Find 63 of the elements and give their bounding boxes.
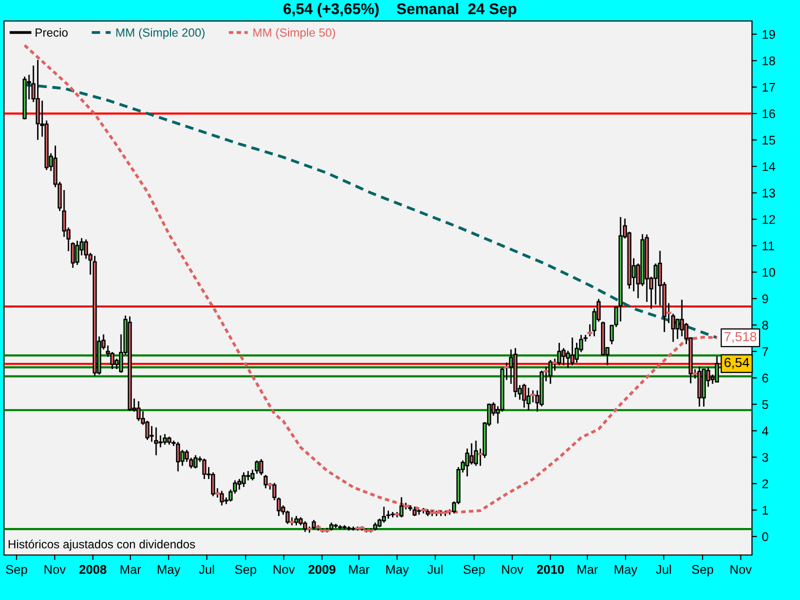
candlestick xyxy=(465,448,470,476)
x-tick-label: Sep xyxy=(6,565,28,576)
line-series xyxy=(23,44,718,514)
y-tick-label: 5 xyxy=(762,400,768,409)
y-tick-label: 14 xyxy=(762,162,776,171)
candlestick xyxy=(202,458,206,480)
x-tick-label: Mar xyxy=(349,565,370,574)
candlestick xyxy=(399,497,404,518)
candlestick xyxy=(386,510,390,519)
y-tick-label: 6 xyxy=(762,374,768,383)
x-tick-label: Mar xyxy=(120,565,141,574)
y-tick-label: 12 xyxy=(762,215,775,224)
candlestick xyxy=(242,472,246,487)
y-tick-label: 18 xyxy=(762,56,776,66)
x-tick-label: May xyxy=(614,565,638,576)
x-tick-label: 2010 xyxy=(536,565,564,574)
annotation: Históricos ajustados con dividendos xyxy=(8,540,195,551)
x-tick-label: Nov xyxy=(274,565,295,574)
legend-label: MM (Simple 200) xyxy=(116,28,205,40)
x-tick-label: Sep xyxy=(235,565,256,576)
candlestick xyxy=(675,318,680,339)
y-tick-label: 9 xyxy=(762,294,768,304)
annotation: 7,518 xyxy=(724,332,756,343)
x-tick-label: Sep xyxy=(692,565,714,576)
x-tick-label: Sep xyxy=(464,565,485,576)
candlestick xyxy=(158,435,163,448)
y-tick-label: 7 xyxy=(762,347,768,356)
x-tick-label: Jul xyxy=(656,564,671,574)
x-tick-label: 2008 xyxy=(79,565,106,574)
legend-label: Precio xyxy=(36,28,68,37)
y-tick-label: 1 xyxy=(762,506,768,515)
candlestick xyxy=(548,360,552,384)
candlestick xyxy=(382,506,386,523)
candlestick xyxy=(259,459,264,476)
x-tick-label: Nov xyxy=(502,565,524,574)
y-tick-label: 0 xyxy=(762,532,768,542)
y-tick-label: 2 xyxy=(762,479,768,488)
y-tick-label: 16 xyxy=(762,109,776,118)
x-tick-label: Jul xyxy=(427,564,442,574)
y-tick-label: 19 xyxy=(762,30,776,39)
y-tick-label: 15 xyxy=(762,136,776,145)
y-tick-label: 4 xyxy=(762,426,768,436)
candlestick xyxy=(110,352,114,370)
x-tick-label: May xyxy=(386,565,409,576)
y-tick-label: 13 xyxy=(762,188,776,198)
candlestick xyxy=(474,440,478,466)
x-tick-label: 2009 xyxy=(308,565,336,574)
x-tick-label: Mar xyxy=(578,565,598,574)
annotation: 6,54 xyxy=(724,358,750,369)
x-tick-label: Nov xyxy=(730,565,752,574)
y-tick-label: 10 xyxy=(762,268,776,277)
x-tick-label: Nov xyxy=(44,565,66,574)
legend-label: MM (Simple 50) xyxy=(253,28,336,40)
chart-title: 6,54 (+3,65%) Semanal 24 Sep xyxy=(284,3,516,18)
x-tick-label: Jul xyxy=(199,564,214,574)
y-tick-label: 11 xyxy=(762,242,774,250)
y-tick-label: 17 xyxy=(762,83,775,92)
candlestick xyxy=(75,240,80,265)
y-tick-label: 8 xyxy=(762,320,768,330)
x-tick-label: May xyxy=(158,565,180,576)
y-tick-label: 3 xyxy=(762,452,768,462)
candlestick xyxy=(610,324,614,344)
candlestick xyxy=(176,442,180,472)
